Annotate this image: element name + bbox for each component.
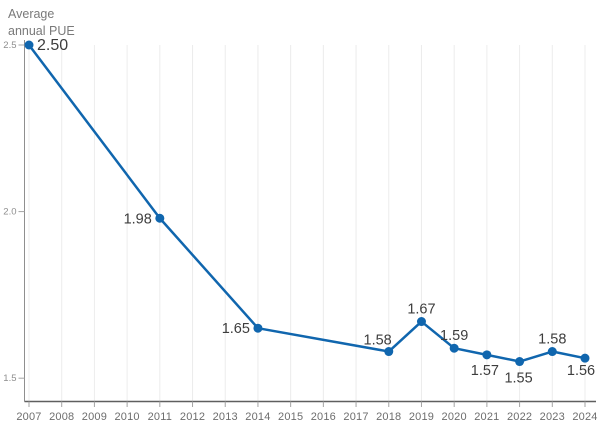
x-tick-label: 2020 — [442, 411, 467, 423]
y-tick-label: 2.5 — [3, 40, 16, 51]
data-point-label-2011: 1.98 — [124, 211, 152, 227]
data-point-2021[interactable] — [482, 350, 492, 360]
data-point-2014[interactable] — [253, 323, 263, 333]
series-line — [27, 43, 587, 363]
data-point-2020[interactable] — [449, 343, 459, 353]
x-tick-label: 2011 — [148, 411, 172, 423]
x-tick-label: 2023 — [540, 411, 565, 423]
y-tick-label: 2.0 — [3, 207, 16, 218]
x-tick-label: 2019 — [409, 411, 434, 423]
data-point-label-2023: 1.58 — [538, 332, 566, 348]
data-point-label-2020: 1.59 — [440, 328, 468, 344]
data-point-2018[interactable] — [384, 347, 394, 357]
x-tick-label: 2018 — [376, 411, 401, 423]
data-point-label-2019: 1.67 — [407, 302, 435, 318]
x-tick-label: 2022 — [507, 411, 532, 423]
data-point-label-2021: 1.57 — [471, 363, 499, 379]
x-tick-label: 2014 — [245, 411, 270, 423]
data-point-2022[interactable] — [515, 357, 525, 367]
x-tick-label: 2024 — [572, 411, 597, 423]
y-axis-title: Average annual PUE — [8, 7, 75, 38]
x-tick-label: 2017 — [343, 411, 368, 423]
data-point-label-2018: 1.58 — [364, 333, 392, 349]
x-tick-label: 2012 — [180, 411, 205, 423]
data-point-2024[interactable] — [580, 353, 590, 363]
x-tick-label: 2007 — [16, 411, 41, 423]
x-tick-label: 2008 — [49, 411, 74, 423]
data-point-label-2024: 1.56 — [567, 363, 595, 379]
data-point-2019[interactable] — [416, 317, 426, 327]
x-tick-label: 2010 — [114, 411, 139, 423]
x-tick-label: 2013 — [213, 411, 238, 423]
x-tick-label: 2009 — [82, 411, 107, 423]
x-tick-label: 2016 — [311, 411, 336, 423]
data-point-label-2022: 1.55 — [504, 371, 532, 387]
data-point-label-2014: 1.65 — [222, 321, 250, 337]
data-point-label-2007: 2.50 — [37, 37, 68, 54]
data-point-2023[interactable] — [547, 347, 557, 357]
y-tick-label: 1.5 — [3, 373, 16, 384]
x-tick-label: 2015 — [278, 411, 303, 423]
data-point-2011[interactable] — [155, 213, 165, 223]
x-tick-label: 2021 — [474, 411, 499, 423]
data-point-2007[interactable] — [24, 40, 34, 50]
